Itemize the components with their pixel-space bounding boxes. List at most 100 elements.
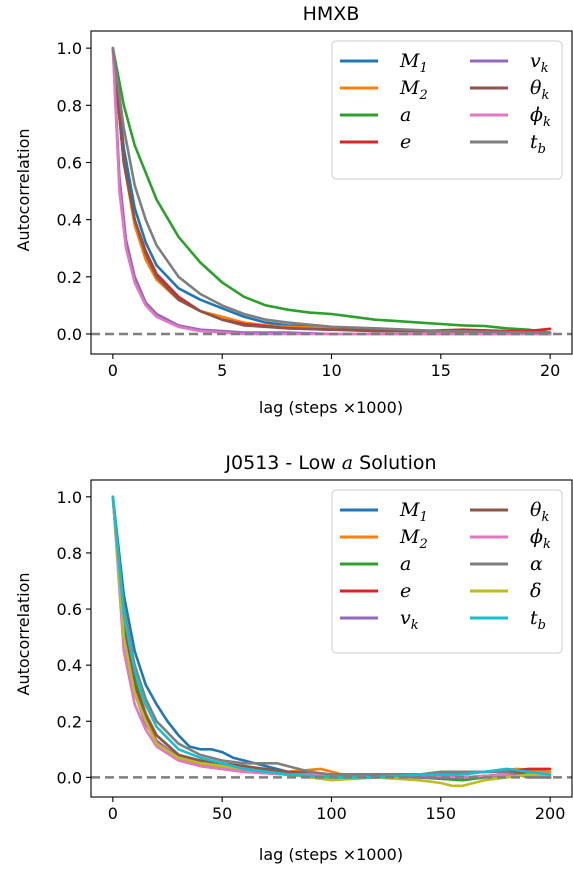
legend-label: M1: [399, 499, 428, 525]
series-line-u945: [111, 495, 552, 779]
legend-box: [331, 489, 563, 654]
legend-entry: θk: [470, 499, 549, 525]
series-line-u981-k: [111, 495, 552, 779]
legend-label-main: t: [530, 607, 538, 629]
legend-label: θk: [530, 499, 549, 525]
series-lines: [111, 46, 552, 336]
legend-label-subscript: k: [543, 537, 551, 552]
y-tick-label: 0.8: [57, 544, 82, 563]
x-tick-label: 15: [431, 361, 451, 380]
y-tick-label: 0.6: [57, 153, 82, 172]
chart-title-italic: a: [342, 452, 353, 474]
legend-label-subscript: b: [538, 142, 546, 157]
legend-label-main: δ: [530, 580, 541, 602]
legend-label: δ: [530, 580, 541, 602]
legend-label-main: θ: [530, 499, 542, 521]
y-axis-label: Autocorrelation: [14, 129, 33, 252]
series-line-a: [111, 46, 552, 334]
legend-label-subscript: k: [541, 88, 549, 103]
legend-entry: tb: [470, 131, 546, 157]
legend-label: tb: [530, 131, 546, 157]
x-axis-label: lag (steps ×1000): [259, 845, 403, 864]
y-axis-label: Autocorrelation: [14, 573, 33, 696]
x-tick-label: 20: [540, 361, 560, 380]
chart-title: HMXB: [303, 3, 360, 25]
y-tick-label: 0.4: [57, 656, 82, 675]
legend-label-main: M: [399, 50, 420, 72]
legend-label: e: [400, 131, 411, 153]
legend-entry: M2: [340, 77, 428, 103]
legend-label-subscript: 2: [418, 537, 427, 552]
y-tick-label: 0.2: [57, 712, 82, 731]
legend-label-main: ϕ: [530, 526, 543, 548]
y-tick-label: 0.0: [57, 325, 82, 344]
legend-entry: M1: [340, 499, 428, 525]
legend-label-main: M: [399, 77, 420, 99]
legend-entry: δ: [470, 580, 541, 602]
legend-box: [331, 40, 563, 180]
legend-label: a: [400, 553, 411, 575]
legend-entry: e: [340, 580, 411, 602]
series-line-t-b: [111, 495, 552, 779]
x-tick-label: 100: [316, 804, 347, 823]
legend-entry: a: [340, 104, 411, 126]
legend-entry: vk: [340, 607, 419, 633]
series-line-u952-k: [111, 495, 552, 776]
x-axis-label: lag (steps ×1000): [259, 398, 403, 417]
legend-label-main: a: [400, 553, 411, 575]
legend-entry: e: [340, 131, 411, 153]
legend-label: e: [400, 580, 411, 602]
chart-title: J0513 - Low a Solution: [224, 452, 436, 474]
x-tick-label: 50: [212, 804, 232, 823]
legend-label-subscript: k: [411, 618, 419, 633]
legend-label-main: α: [530, 553, 543, 575]
y-tick-label: 0.8: [57, 96, 82, 115]
series-line-u981-k: [111, 46, 552, 336]
series-line-t-b: [111, 46, 552, 334]
legend-label: α: [530, 553, 543, 575]
y-tick-label: 1.0: [57, 39, 82, 58]
legend-label: a: [400, 104, 411, 126]
legend-label-main: e: [400, 131, 411, 153]
legend-label-subscript: k: [541, 510, 549, 525]
legend-label: ϕk: [530, 104, 551, 130]
x-tick-label: 150: [426, 804, 457, 823]
chart-hmxb: HMXB Autocorrelation lag (steps ×1000) 0…: [14, 3, 573, 417]
y-tick-label: 0.2: [57, 268, 82, 287]
legend-entry: tb: [470, 607, 546, 633]
legend-entry: θk: [470, 77, 549, 103]
legend-label-subscript: k: [543, 115, 551, 130]
legend-label-subscript: 2: [418, 88, 427, 103]
legend-entry: ϕk: [470, 526, 551, 552]
legend-entry: M1: [340, 50, 428, 76]
legend-label: M1: [399, 50, 428, 76]
y-tick-label: 0.6: [57, 600, 82, 619]
legend-label-subscript: k: [541, 61, 549, 76]
legend-label-subscript: b: [538, 618, 546, 633]
legend-label-main: M: [399, 499, 420, 521]
legend-label: vk: [400, 607, 419, 633]
legend-label-main: ϕ: [530, 104, 543, 126]
x-tick-label: 0: [108, 361, 118, 380]
legend-label-main: t: [530, 131, 538, 153]
x-tick-label: 200: [535, 804, 566, 823]
legend-label: M2: [399, 526, 428, 552]
chart-j0513: J0513 - Low a Solution Autocorrelation l…: [14, 452, 573, 864]
series-line-u948: [111, 495, 552, 788]
legend-label-main: v: [530, 50, 541, 72]
chart-title-prefix: J0513 - Low: [224, 452, 341, 474]
chart-title-suffix: Solution: [353, 452, 436, 474]
x-tick-label: 0: [108, 804, 118, 823]
legend-label: tb: [530, 607, 546, 633]
y-tick-label: 0.4: [57, 211, 82, 230]
y-tick-label: 1.0: [57, 488, 82, 507]
legend-label-subscript: 1: [419, 61, 427, 76]
x-tick-label: 5: [217, 361, 227, 380]
legend-label-subscript: 1: [419, 510, 427, 525]
legend-label: vk: [530, 50, 549, 76]
legend-entry: ϕk: [470, 104, 551, 130]
legend-label: θk: [530, 77, 549, 103]
